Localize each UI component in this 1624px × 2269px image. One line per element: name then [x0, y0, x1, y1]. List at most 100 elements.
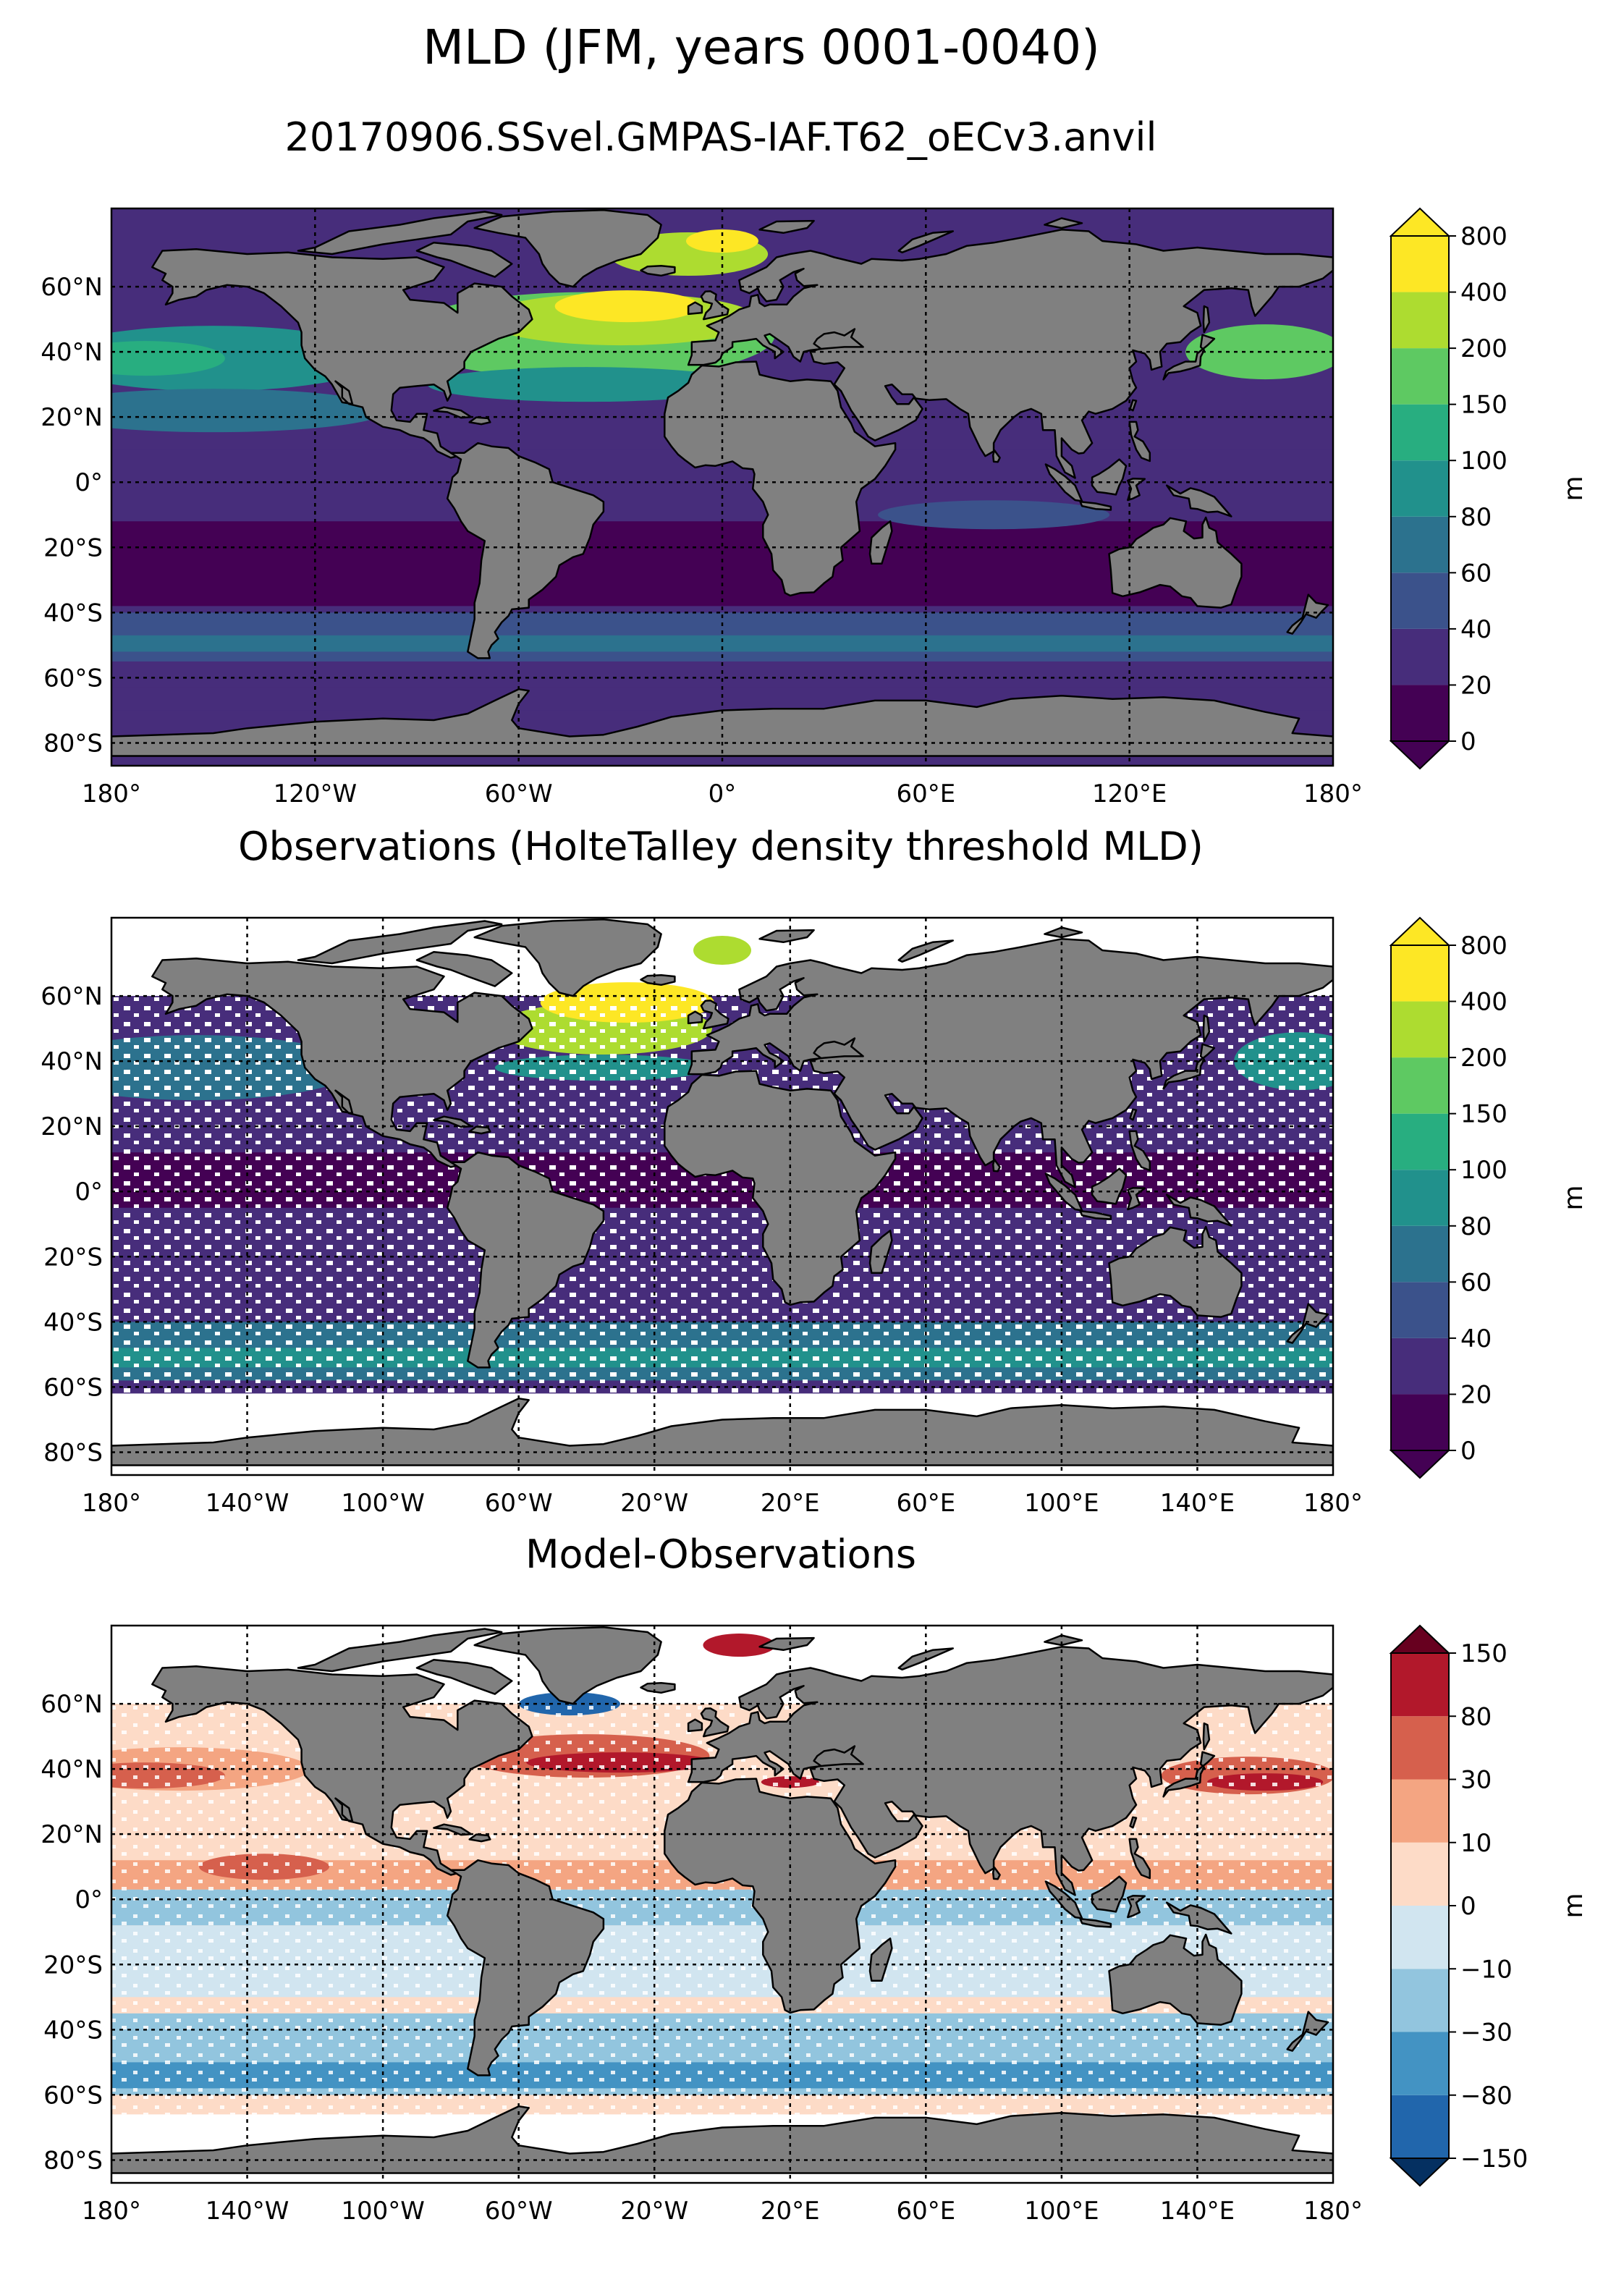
colorbar-tick-label: 80 [1460, 503, 1492, 532]
xtick-label: 60°W [485, 1489, 553, 1518]
land-canadianArchipelago [297, 920, 503, 965]
colorbar-segment [1391, 1057, 1449, 1114]
ytick-label: 40°S [43, 599, 103, 628]
land-australia [1108, 1933, 1243, 2026]
land-northAmerica [151, 1665, 533, 1876]
land-severnaya [1044, 1634, 1083, 1647]
colorbar-tick-label: 800 [1460, 931, 1507, 960]
xtick-label: 60°E [896, 779, 955, 808]
ytick-label: 0° [75, 1178, 103, 1207]
land-africa [664, 1070, 897, 1306]
colorbar-tick-label: 400 [1460, 988, 1507, 1017]
colorbar-tick-label: 0 [1460, 727, 1476, 756]
xtick-label: 60°E [896, 1489, 955, 1518]
ytick-label: 40°N [41, 1047, 103, 1076]
land-africa [664, 360, 897, 597]
xtick-label: 100°E [1024, 1489, 1099, 1518]
land-baffin [415, 951, 513, 987]
colorbar-tick-label: 150 [1460, 391, 1507, 420]
colorbar-segment [1391, 1842, 1449, 1906]
colorbar-tick-label: 0 [1460, 1437, 1476, 1466]
ytick-label: 80°S [43, 1438, 103, 1467]
land-eurasia [687, 938, 1333, 1188]
land-borneo [1091, 458, 1128, 496]
land-australia [1108, 1225, 1243, 1318]
land-newGuinea [1165, 1193, 1232, 1227]
ytick-label: 80°S [43, 2146, 103, 2175]
labrador-deep [554, 290, 700, 323]
xtick-label: 20°W [620, 2197, 688, 2226]
colorbar-tick-label: 100 [1460, 1156, 1507, 1185]
colorbar-frame [1390, 945, 1450, 1451]
colorbar-tick-label: 60 [1460, 559, 1492, 588]
colorbar-segment [1391, 628, 1449, 685]
land-java [1079, 1918, 1112, 1928]
land-sakhalin [1202, 1014, 1211, 1043]
ytick-label: 40°N [41, 1755, 103, 1784]
land [111, 1626, 1333, 2174]
colorbar-segment [1391, 1653, 1449, 1717]
land-greenland [473, 209, 662, 288]
xtick-label: 100°E [1024, 2197, 1099, 2226]
map-field [111, 918, 1333, 1475]
xtick-label: 180° [1303, 779, 1363, 808]
xtick-label: 140°W [206, 1489, 289, 1518]
colorbar-segment [1391, 572, 1449, 629]
map-frame [110, 916, 1335, 1476]
land-newGuinea [1165, 484, 1232, 517]
land-northAmerica [151, 958, 533, 1168]
colorbar-tick-label: 10 [1460, 1829, 1492, 1858]
land [111, 209, 1333, 757]
kuroshio-deep [1185, 324, 1333, 380]
map-field [111, 208, 1333, 766]
xtick-label: 140°E [1160, 1489, 1235, 1518]
ytick-label: 60°S [43, 2081, 103, 2110]
ytick-label: 20°N [41, 1112, 103, 1141]
land-madagascar [868, 520, 893, 565]
colorbar-extend-high [1389, 1624, 1451, 1654]
map-panel-1: 60°N 40°N 20°N 0° 20°S 40°S 60°S 80°S 180° 120°W 6… [41, 207, 1589, 808]
land-japan [1162, 1751, 1216, 1798]
figure-title: MLD (JFM, years 0001-0040) [423, 20, 1100, 75]
land-baffin [415, 1659, 513, 1695]
colorbar-frame [1390, 235, 1450, 742]
colorbar-tick-label: −150 [1460, 2145, 1528, 2173]
colorbar-segment [1391, 1716, 1449, 1780]
land-hispaniola [468, 1125, 491, 1135]
ytick-label: 60°N [41, 1690, 103, 1719]
land-ireland [687, 1718, 703, 1733]
xtick-label: 100°W [341, 1489, 425, 1518]
map-panel-2: 60°N 40°N 20°N 0° 20°S 40°S 60°S 80°S 180° 140°W 1… [41, 916, 1589, 1518]
colorbar: −150 −80 −30 −10 0 10 30 80 150 m [1389, 1624, 1589, 2187]
ytick-label: 20°S [43, 1243, 103, 1272]
map-frame [110, 1624, 1335, 2184]
land-sumatra [1044, 463, 1083, 502]
land-sriLanka [991, 1866, 1001, 1880]
land-japan [1162, 334, 1216, 381]
xtick-label: 180° [1303, 1489, 1363, 1518]
land-philippines [1128, 1838, 1151, 1880]
panel-2-title: Observations (HolteTalley density thresh… [238, 824, 1204, 869]
colorbar-extend-high [1389, 207, 1451, 237]
land-sriLanka [991, 449, 1001, 463]
colorbar-segment [1391, 1170, 1449, 1226]
land-philippines [1128, 1130, 1151, 1172]
xtick-label: 180° [1303, 2197, 1363, 2226]
land-hispaniola [468, 1833, 491, 1843]
colorbar-segment [1391, 1225, 1449, 1283]
land-greenland [473, 1626, 662, 1705]
diff-barents [703, 1634, 776, 1657]
xtick-label: 0° [709, 779, 737, 808]
land-taiwan [1129, 1816, 1138, 1829]
xtick-label: 180° [82, 779, 141, 808]
indian-ocean-band [878, 500, 1110, 530]
colorbar-tick-label: 40 [1460, 615, 1492, 644]
colorbar-segment [1391, 516, 1449, 573]
map-frame [110, 207, 1335, 767]
land-greenland [473, 918, 662, 997]
land-sakhalin [1202, 305, 1211, 334]
colorbar-tick-label: 0 [1460, 1892, 1476, 1921]
colorbar-segment [1391, 460, 1449, 517]
land-antarctica [111, 2105, 1333, 2174]
land-northAmerica [151, 248, 533, 459]
